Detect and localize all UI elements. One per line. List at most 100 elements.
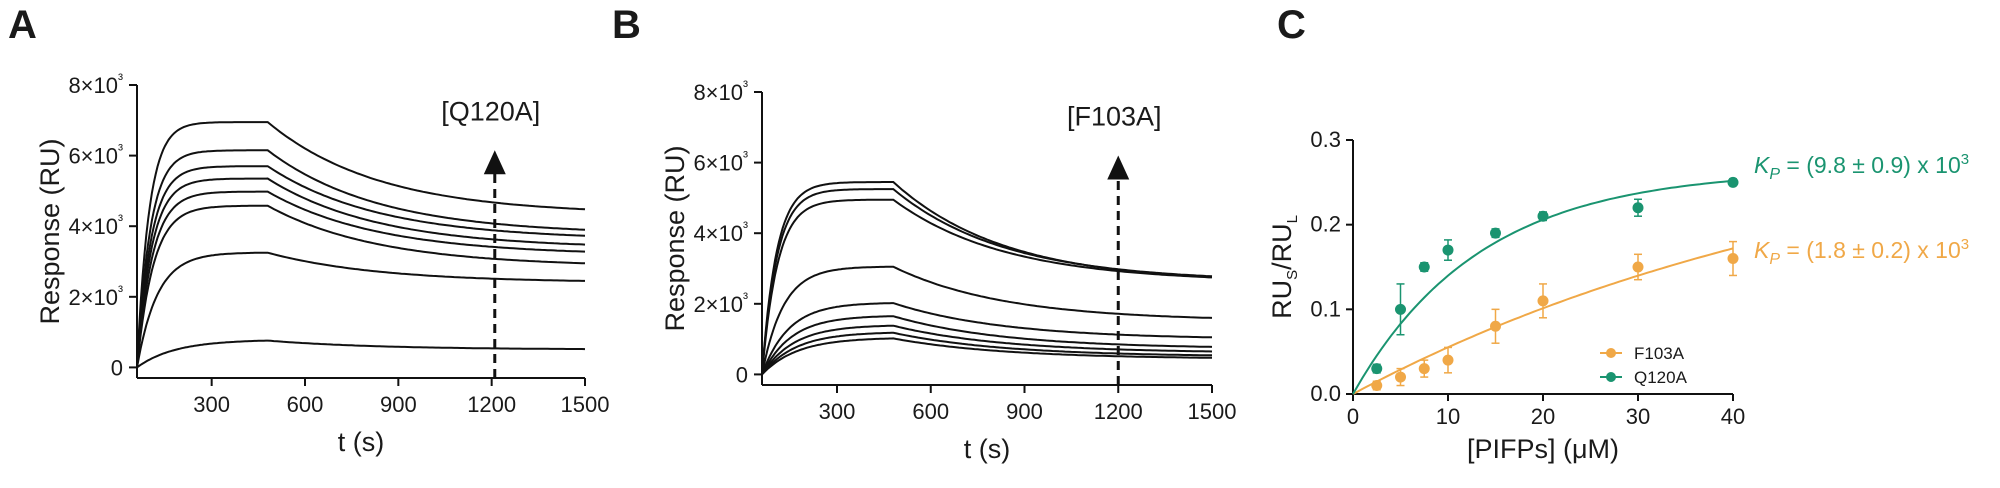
panel-c-kp-label-q120a: KP = (9.8 ± 0.9) x 103 [1754, 151, 1969, 183]
panel-c-y-tick-label: 0.0 [1310, 381, 1341, 406]
panel-c-point-q120a [1395, 303, 1406, 315]
panel-c-y-tick-label: 0.2 [1310, 212, 1341, 237]
panel-c-kp-symbol-q120a: K [1754, 152, 1771, 178]
panel-a-y-tick-label: 0 [111, 355, 123, 380]
panel-b-x-axis-title: t (s) [964, 434, 1011, 464]
panel-c-point-f103a [1371, 380, 1383, 392]
panel-a-x-tick-label: 300 [193, 392, 230, 417]
panel-a-y-tick-label-exp: ³ [118, 212, 123, 229]
panel-c-legend-marker-q120a [1606, 372, 1616, 382]
panel-b-sensorgram-curve [761, 302, 1212, 375]
panel-b-sensorgram-curve [761, 198, 1213, 375]
panel-b-sensorgram-curve [761, 265, 1213, 375]
panel-c-point-q120a [1490, 227, 1501, 239]
panel-a-annotation-label: [Q120A] [441, 96, 540, 126]
panel-c-chart: 0.0 0.1 0.2 0.3 0 10 20 30 40 [PIFPs] (μM) RUS/RUL… [1267, 127, 1969, 464]
panel-c-point-f103a [1727, 253, 1739, 265]
panel-a-sensorgram-curve [136, 339, 586, 369]
panel-c-legend-label-f103a: F103A [1634, 344, 1685, 363]
panel-b-annotation-label: [F103A] [1067, 102, 1162, 132]
panel-c-point-f103a [1537, 295, 1549, 307]
panel-c-kp-label-f103a: KP = (1.8 ± 0.2) x 103 [1754, 236, 1969, 268]
panel-c-y-axis-title-sub-s: S [1284, 270, 1301, 280]
panel-c-x-tick-label: 0 [1347, 404, 1359, 429]
panel-a-y-axis-title: Response (RU) [35, 138, 65, 324]
panel-c-point-q120a [1537, 210, 1549, 222]
panel-b-x-tick-label: 300 [819, 399, 856, 424]
panel-b-sensorgram-curve [761, 331, 1212, 376]
panel-b-y-tick-label-base: 4×10 [693, 221, 743, 246]
panel-c-point-f103a [1632, 261, 1644, 273]
panel-a-y-tick-label-base: 6×10 [68, 144, 118, 169]
panel-c-kp-exp-f103a: 3 [1961, 236, 1969, 253]
panel-a-x-tick-label: 1200 [467, 392, 516, 417]
panel-c-x-tick-label: 20 [1531, 404, 1555, 429]
panel-c-point-q120a [1442, 244, 1454, 256]
panel-c-point-f103a [1395, 371, 1406, 383]
panel-a-y-tick-label: 6×10³ [68, 142, 123, 169]
panel-a-arrow-head [483, 150, 506, 175]
panel-c-x-tick-label: 10 [1436, 404, 1460, 429]
panel-c-kp-exp-q120a: 3 [1961, 151, 1969, 168]
panel-b-y-tick-label: 6×10³ [693, 149, 748, 176]
panel-b-arrow-head [1107, 155, 1130, 180]
panel-a-sensorgram-curve [136, 190, 586, 368]
panel-a-y-tick-label-exp: ³ [118, 283, 123, 300]
panel-a-letter: A [8, 3, 37, 47]
panel-c-point-q120a [1632, 202, 1644, 214]
panel-b-y-tick-label-base: 2×10 [693, 292, 743, 317]
panel-a-y-tick-label-exp: ³ [118, 71, 123, 88]
panel-c-point-q120a [1371, 363, 1383, 375]
panel-c-y-tick-label: 0.3 [1310, 127, 1341, 152]
panel-c-point-f103a [1442, 354, 1454, 366]
panel-a-y-tick-label: 4×10³ [68, 212, 123, 239]
panel-b-x-tick-label: 900 [1006, 399, 1043, 424]
panel-b-x-tick-label: 1200 [1094, 399, 1143, 424]
panel-a-sensorgram-curve [136, 177, 586, 368]
panel-b-y-tick-label-exp: ³ [743, 78, 748, 95]
panel-c-x-tick-label: 30 [1626, 404, 1650, 429]
panel-b-sensorgram-curve [761, 337, 1212, 376]
panel-c-y-tick-label: 0.1 [1310, 296, 1341, 321]
panel-b-letter: B [612, 3, 641, 47]
panel-b-sensorgram-curve [761, 188, 1213, 375]
panel-a-y-tick-label-base: 8×10 [68, 73, 118, 98]
panel-b-sensorgram-curve [761, 324, 1213, 375]
panel-c-kp-value-q120a: = (9.8 ± 0.9) x 10 [1780, 152, 1961, 178]
panel-c-point-q120a [1727, 176, 1739, 188]
panel-b-y-tick-label-exp: ³ [743, 219, 748, 236]
panel-c-kp-value-f103a: = (1.8 ± 0.2) x 10 [1780, 237, 1961, 263]
panel-c-legend-label-q120a: Q120A [1634, 368, 1688, 387]
panel-a-sensorgram-curve [136, 165, 586, 368]
panel-c-x-tick-label: 40 [1721, 404, 1745, 429]
panel-c-y-axis-title: RUS/RUL [1267, 215, 1301, 319]
panel-a-sensorgram-curve [136, 121, 586, 368]
panel-c-point-q120a [1418, 261, 1430, 273]
panel-b-y-tick-label: 4×10³ [693, 219, 748, 246]
panel-c-kp-sub-q120a: P [1769, 166, 1780, 183]
panel-a-sensorgram-curve [136, 251, 585, 368]
panel-c-y-axis-title-ru: RU [1267, 280, 1297, 319]
panel-c-y-axis-title-sub-l: L [1284, 215, 1301, 223]
panel-b-y-tick-label-base: 6×10 [693, 151, 743, 176]
panel-c-legend-marker-f103a [1606, 348, 1616, 358]
panel-c-y-axis-title-ru-l: /RU [1267, 223, 1297, 270]
panel-b-x-tick-label: 600 [912, 399, 949, 424]
panel-b-y-tick-label-exp: ³ [743, 149, 748, 166]
panel-c-kp-symbol-f103a: K [1754, 237, 1771, 263]
panel-c-point-f103a [1418, 363, 1430, 375]
panel-b-y-axis-title: Response (RU) [660, 145, 690, 331]
panel-b-y-tick-label: 8×10³ [693, 78, 748, 105]
panel-a-x-axis-title: t (s) [338, 427, 385, 457]
panel-c-kp-sub-f103a: P [1769, 251, 1780, 268]
panel-b-y-tick-label: 2×10³ [693, 290, 748, 317]
panel-a-y-tick-label-exp: ³ [118, 142, 123, 159]
panel-b-sensorgram-curve [761, 315, 1213, 375]
panel-a-x-tick-label: 1500 [561, 392, 610, 417]
panel-a-x-tick-label: 900 [380, 392, 417, 417]
panel-c-letter: C [1277, 3, 1306, 47]
panel-a-y-tick-label: 2×10³ [68, 283, 123, 310]
